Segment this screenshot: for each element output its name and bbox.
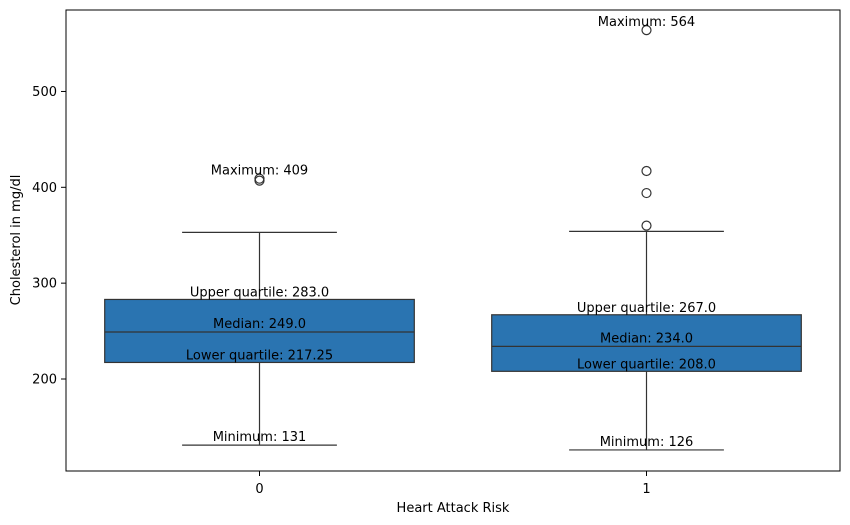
plot-frame xyxy=(65,9,841,472)
outlier-point xyxy=(641,165,652,177)
x-axis-label: Heart Attack Risk xyxy=(397,501,510,516)
upper-quartile-label: Upper quartile: 267.0 xyxy=(577,301,716,316)
median-label: Median: 249.0 xyxy=(213,317,306,332)
y-tick-label: 300 xyxy=(32,277,57,292)
y-tick-label: 400 xyxy=(32,181,57,196)
outlier-point xyxy=(641,220,652,231)
y-axis-label: Cholesterol in mg/dl xyxy=(9,175,24,306)
median-label: Median: 234.0 xyxy=(600,331,693,346)
lower-quartile-label: Lower quartile: 208.0 xyxy=(577,357,716,372)
outlier-point xyxy=(641,187,652,199)
box-group-1: Maximum: 564 Upper quartile: 267.0 Median:… xyxy=(491,15,802,451)
iqr-box xyxy=(104,298,415,364)
maximum-label: Maximum: 409 xyxy=(211,164,308,179)
y-axis: 200 300 400 500 xyxy=(32,85,66,387)
plot-area: Maximum: 409 Upper quartile: 283.0 Median:… xyxy=(104,15,802,451)
minimum-label: Minimum: 126 xyxy=(600,435,694,450)
y-tick-label: 200 xyxy=(32,372,57,387)
minimum-label: Minimum: 131 xyxy=(213,430,307,445)
upper-quartile-label: Upper quartile: 283.0 xyxy=(190,285,329,300)
outlier-point xyxy=(254,173,265,184)
lower-quartile-label: Lower quartile: 217.25 xyxy=(186,348,333,363)
y-tick-label: 500 xyxy=(32,85,57,100)
outlier-point xyxy=(641,25,652,36)
box-group-0: Maximum: 409 Upper quartile: 283.0 Median:… xyxy=(104,164,415,446)
iqr-box xyxy=(491,314,802,372)
maximum-label: Maximum: 564 xyxy=(598,15,695,30)
x-tick-label: 0 xyxy=(255,482,263,497)
x-tick-label: 1 xyxy=(642,482,650,497)
